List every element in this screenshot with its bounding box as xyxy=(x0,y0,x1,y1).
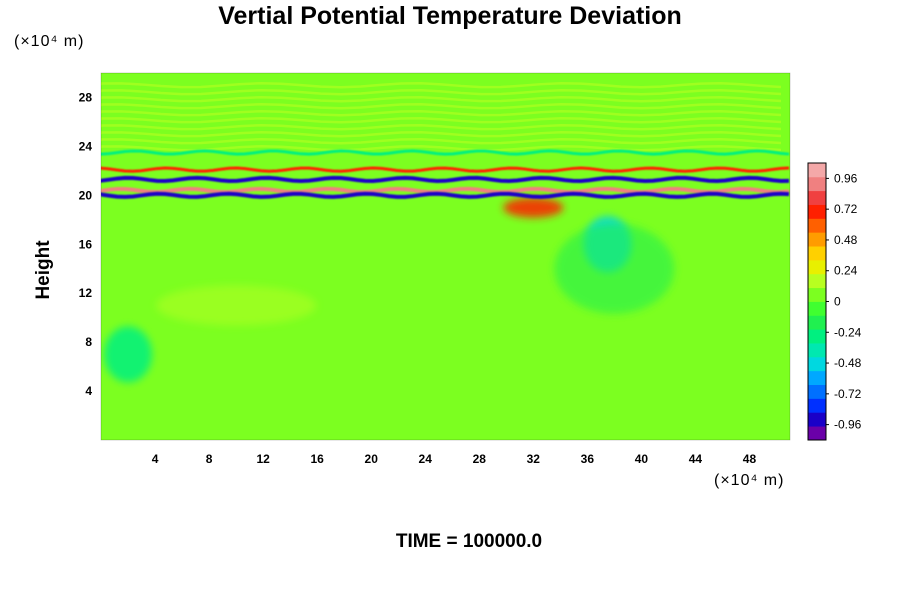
y-tick-label: 16 xyxy=(79,237,93,251)
colorbar-tick-label: -0.24 xyxy=(834,325,862,339)
x-tick-label: 4 xyxy=(152,452,159,466)
x-tick-label: 40 xyxy=(635,452,649,466)
colorbar-segment xyxy=(808,412,826,427)
wave-stripe xyxy=(101,81,782,89)
x-tick-label: 36 xyxy=(581,452,595,466)
y-tick-label: 20 xyxy=(79,188,93,202)
colorbar-segment xyxy=(808,370,826,385)
colorbar-tick-label: -0.96 xyxy=(834,418,862,432)
x-tick-label: 16 xyxy=(310,452,324,466)
x-tick-label: 20 xyxy=(365,452,379,466)
chart-title: Vertial Potential Temperature Deviation xyxy=(218,2,682,30)
colorbar-tick-label: -0.48 xyxy=(834,356,862,370)
y-tick-label: 28 xyxy=(79,90,93,104)
x-tick-label: 28 xyxy=(473,452,487,466)
colorbar-segment xyxy=(808,232,826,247)
colorbar-segment xyxy=(808,246,826,261)
colorbar-tick-label: -0.72 xyxy=(834,387,862,401)
anomaly-blob xyxy=(104,326,153,383)
anomaly-blob xyxy=(503,197,564,218)
x-tick-label: 44 xyxy=(689,452,703,466)
colorbar-segment xyxy=(808,204,826,219)
colorbar-segment xyxy=(808,287,826,302)
time-label: TIME = 100000.0 xyxy=(395,531,543,552)
anomaly-blob xyxy=(156,285,317,326)
colorbar-segment xyxy=(808,356,826,372)
x-tick-label: 8 xyxy=(206,452,213,466)
colorbar-segment xyxy=(808,301,826,316)
plot-frame xyxy=(100,72,791,441)
y-tick-label: 12 xyxy=(79,286,93,300)
wave-stripe xyxy=(101,95,782,103)
y-tick-label: 24 xyxy=(79,139,93,153)
colorbar-segment xyxy=(808,343,826,358)
band-stripe xyxy=(101,166,790,173)
colorbar-segment xyxy=(808,176,826,192)
colorbar-segment xyxy=(808,273,826,289)
colorbar-tick-label: 0.96 xyxy=(834,171,858,185)
colorbar-segment xyxy=(808,398,826,413)
y-tick-label: 4 xyxy=(85,384,92,398)
wave-stripe xyxy=(101,116,782,124)
anomaly-blob xyxy=(554,223,675,314)
wave-stripe xyxy=(101,109,782,117)
colorbar-segment xyxy=(808,163,826,178)
colorbar-tick-label: 0.48 xyxy=(834,233,858,247)
wave-stripe xyxy=(101,130,782,138)
heatmap-plot-area xyxy=(101,73,790,440)
wave-stripe xyxy=(101,88,782,96)
colorbar-tick-label: 0.24 xyxy=(834,264,858,278)
x-axis-unit: (×10⁴ m) xyxy=(714,472,785,489)
colorbar: 0.96 0.72 0.48 0.24 0 -0.24 -0.48 -0.72 -0.96 xyxy=(807,162,862,441)
colorbar-segment xyxy=(808,384,826,399)
wave-stripe xyxy=(101,102,782,110)
colorbar-tick-label: 0.72 xyxy=(834,202,858,216)
colorbar-segment xyxy=(808,259,826,275)
wave-stripe xyxy=(101,123,782,131)
colorbar-tick-label: 0 xyxy=(834,295,841,309)
x-tick-label: 32 xyxy=(527,452,541,466)
band-stripe xyxy=(101,175,790,184)
colorbar-segment xyxy=(808,426,826,441)
wave-stripe xyxy=(101,137,782,145)
y-tick-label: 8 xyxy=(85,335,92,349)
x-tick-label: 48 xyxy=(743,452,757,466)
colorbar-segment xyxy=(808,315,826,330)
colorbar-segment xyxy=(808,218,826,233)
y-axis-unit: (×10⁴ m) xyxy=(14,33,85,50)
x-tick-label: 24 xyxy=(419,452,433,466)
band-stripe xyxy=(101,186,790,195)
band-stripe xyxy=(101,149,790,156)
x-tick-label: 12 xyxy=(256,452,270,466)
colorbar-segment xyxy=(808,329,826,344)
band-stripe xyxy=(101,191,790,199)
colorbar-segment xyxy=(808,190,826,205)
